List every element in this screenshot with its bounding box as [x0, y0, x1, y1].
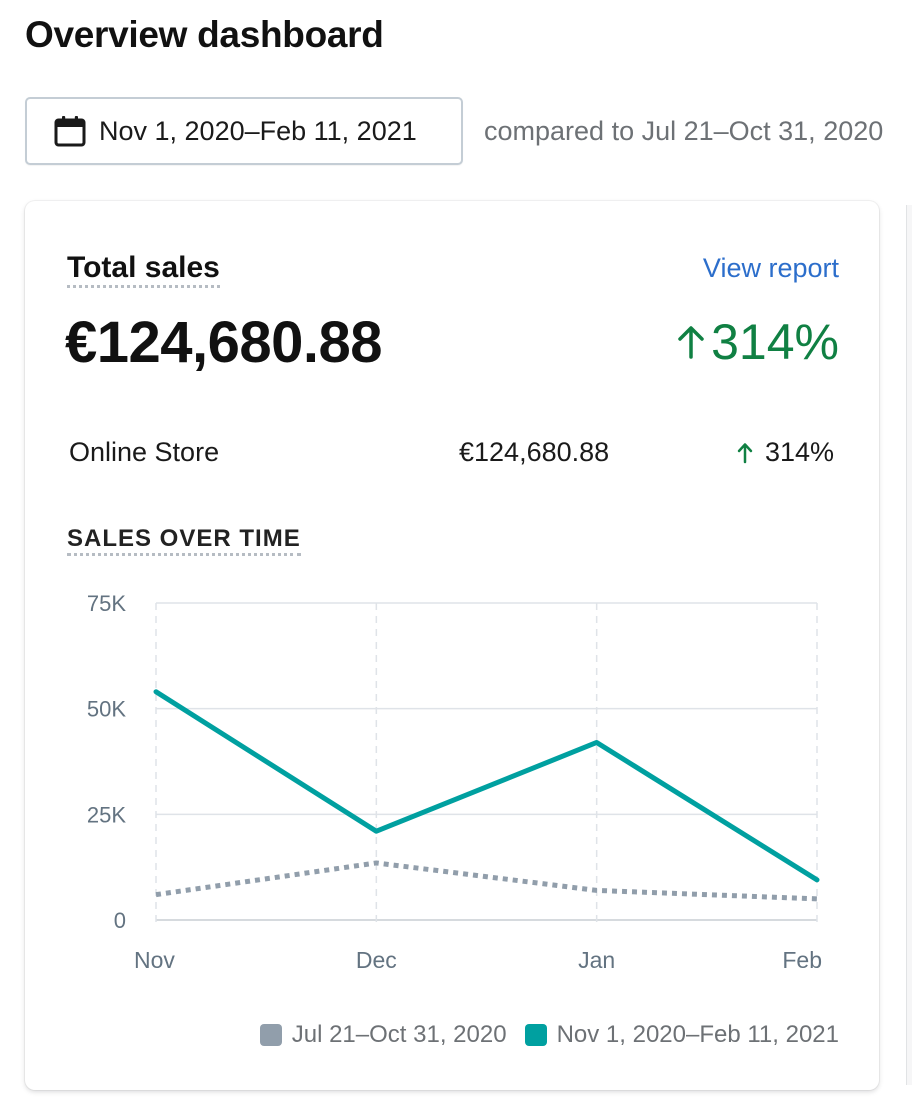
total-sales-change: 314%	[677, 313, 839, 371]
next-card-edge	[906, 205, 912, 1085]
channel-row-value: €124,680.88	[459, 437, 610, 467]
legend-item-previous: Jul 21–Oct 31, 2020	[259, 1021, 507, 1049]
x-tick-label: Dec	[356, 947, 397, 973]
arrow-up-icon	[677, 325, 705, 359]
channel-row-change-value: 314%	[764, 437, 834, 467]
legend-label-current: Nov 1, 2020–Feb 11, 2021	[556, 1021, 839, 1048]
total-sales-title[interactable]: Total sales	[67, 251, 220, 288]
legend-item-current: Nov 1, 2020–Feb 11, 2021	[524, 1021, 839, 1049]
date-range-button[interactable]: Nov 1, 2020–Feb 11, 2021	[25, 97, 463, 165]
y-tick-label: 0	[114, 908, 126, 933]
calendar-icon	[54, 115, 88, 147]
sales-over-time-title[interactable]: SALES OVER TIME	[67, 525, 301, 556]
legend-swatch-previous	[259, 1024, 282, 1046]
legend-label-previous: Jul 21–Oct 31, 2020	[291, 1021, 507, 1048]
date-range-label: Nov 1, 2020–Feb 11, 2021	[99, 115, 417, 146]
y-tick-label: 50K	[87, 697, 126, 722]
y-tick-label: 75K	[87, 591, 126, 616]
total-sales-value: €124,680.88	[65, 310, 383, 375]
view-report-link[interactable]: View report	[702, 253, 839, 283]
arrow-up-icon	[737, 442, 753, 464]
channel-row-label: Online Store	[69, 437, 220, 467]
total-sales-card: Total sales View report €124,680.88 314%…	[25, 201, 879, 1090]
x-tick-label: Feb	[782, 947, 822, 973]
page-title: Overview dashboard	[25, 14, 384, 55]
total-sales-change-value: 314%	[711, 314, 839, 370]
series-line-current	[153, 689, 820, 883]
series-line-previous	[155, 860, 818, 902]
chart-legend: Jul 21–Oct 31, 2020 Nov 1, 2020–Feb 11, …	[242, 1021, 839, 1049]
compared-to-text: compared to Jul 21–Oct 31, 2020	[484, 116, 884, 146]
y-tick-label: 25K	[87, 802, 126, 827]
channel-row-change: 314%	[737, 437, 834, 468]
x-tick-label: Nov	[134, 947, 175, 973]
x-tick-label: Jan	[578, 947, 615, 973]
legend-swatch-current	[524, 1024, 547, 1046]
